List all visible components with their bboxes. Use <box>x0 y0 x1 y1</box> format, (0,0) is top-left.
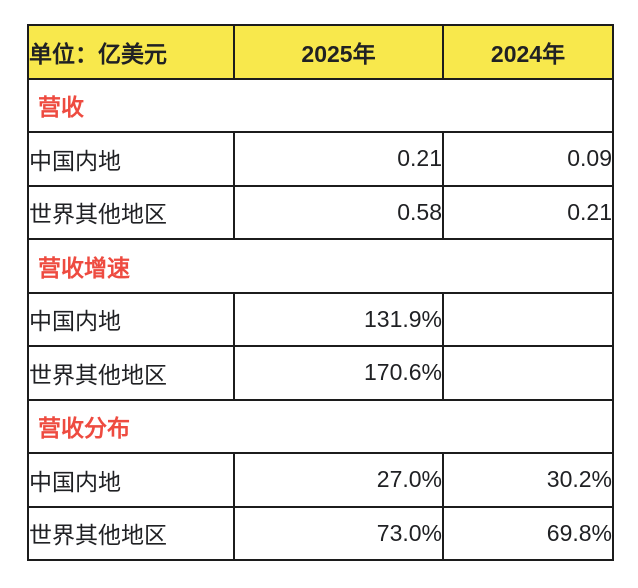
table-row: 中国内地 0.21 0.09 <box>27 131 614 187</box>
value-2025: 73.0% <box>233 505 444 561</box>
value-2025: 0.21 <box>233 131 444 187</box>
header-row: 单位：亿美元 2025年 2024年 <box>27 24 614 80</box>
row-label: 中国内地 <box>27 291 235 347</box>
value-2025: 27.0% <box>233 452 444 508</box>
value-2024 <box>442 291 614 347</box>
col-header-2024: 2024年 <box>442 24 614 80</box>
row-label: 世界其他地区 <box>27 345 235 401</box>
value-2025: 170.6% <box>233 345 444 401</box>
revenue-table: 单位：亿美元 2025年 2024年 营收 中国内地 0.21 0.09 世界其… <box>27 24 614 561</box>
table-row: 世界其他地区 73.0% 69.8% <box>27 505 614 561</box>
value-2024: 0.21 <box>442 184 614 240</box>
value-2024: 69.8% <box>442 505 614 561</box>
section-row-distribution: 营收分布 <box>27 398 614 454</box>
row-label: 世界其他地区 <box>27 184 235 240</box>
section-row-revenue: 营收 <box>27 77 614 133</box>
section-title: 营收增速 <box>27 238 614 294</box>
row-label: 中国内地 <box>27 452 235 508</box>
table-row: 中国内地 131.9% <box>27 291 614 347</box>
section-row-growth: 营收增速 <box>27 238 614 294</box>
section-title: 营收 <box>27 77 614 133</box>
table-row: 世界其他地区 170.6% <box>27 345 614 401</box>
row-label: 中国内地 <box>27 131 235 187</box>
section-title: 营收分布 <box>27 398 614 454</box>
row-label: 世界其他地区 <box>27 505 235 561</box>
value-2024: 0.09 <box>442 131 614 187</box>
col-header-2025: 2025年 <box>233 24 444 80</box>
unit-header-cell: 单位：亿美元 <box>27 24 235 80</box>
table-row: 中国内地 27.0% 30.2% <box>27 452 614 508</box>
value-2025: 131.9% <box>233 291 444 347</box>
value-2024: 30.2% <box>442 452 614 508</box>
value-2025: 0.58 <box>233 184 444 240</box>
table-row: 世界其他地区 0.58 0.21 <box>27 184 614 240</box>
value-2024 <box>442 345 614 401</box>
